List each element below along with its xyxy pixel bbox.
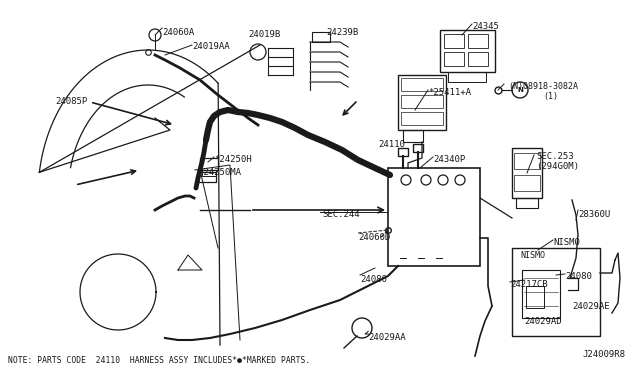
Text: 24029AD: 24029AD — [524, 317, 562, 326]
Text: SEC.253: SEC.253 — [536, 152, 573, 161]
Bar — [440, 30, 495, 72]
Text: 24110: 24110 — [378, 140, 405, 149]
Bar — [398, 75, 446, 130]
Text: 24340P: 24340P — [433, 155, 465, 164]
Text: 24085P: 24085P — [55, 97, 87, 106]
Text: 24019B: 24019B — [248, 30, 280, 39]
Text: NOTE: PARTS CODE  24110  HARNESS ASSY INCLUDES*●*MARKED PARTS.: NOTE: PARTS CODE 24110 HARNESS ASSY INCL… — [8, 356, 310, 365]
Text: 24060A: 24060A — [162, 28, 195, 37]
Bar — [444, 52, 464, 66]
Text: N: N — [517, 87, 523, 93]
Text: 24080: 24080 — [565, 272, 592, 281]
Bar — [401, 95, 443, 108]
Text: SEC.244: SEC.244 — [322, 210, 360, 219]
Bar — [202, 170, 216, 176]
Bar — [516, 198, 538, 208]
Bar — [401, 112, 443, 125]
Bar — [403, 130, 423, 142]
Text: *24250MA: *24250MA — [198, 168, 241, 177]
Text: NISMO: NISMO — [520, 251, 545, 260]
Text: 24239B: 24239B — [326, 28, 358, 37]
Bar — [514, 153, 540, 169]
Text: (1): (1) — [543, 92, 558, 101]
Text: 24080: 24080 — [360, 275, 387, 284]
Bar — [468, 52, 488, 66]
Text: 24019AA: 24019AA — [192, 42, 230, 51]
Bar — [468, 34, 488, 48]
Text: NISMO: NISMO — [553, 238, 580, 247]
Bar — [522, 270, 560, 318]
Text: *25411+A: *25411+A — [428, 88, 471, 97]
Text: 24217CB: 24217CB — [510, 280, 548, 289]
Bar — [512, 148, 542, 198]
Bar — [401, 78, 443, 91]
Bar — [200, 158, 218, 170]
Text: J24009R8: J24009R8 — [582, 350, 625, 359]
Bar — [198, 172, 216, 182]
Bar — [388, 168, 480, 266]
Text: 24029AA: 24029AA — [368, 333, 406, 342]
Bar — [312, 32, 330, 42]
Bar — [526, 286, 544, 308]
Bar — [444, 34, 464, 48]
Text: 24029AE: 24029AE — [572, 302, 610, 311]
Bar — [398, 148, 408, 156]
Bar — [413, 144, 423, 152]
Text: 24345: 24345 — [472, 22, 499, 31]
Text: *24250H: *24250H — [214, 155, 252, 164]
Text: (294G0M): (294G0M) — [536, 162, 579, 171]
Text: (N)08918-3082A: (N)08918-3082A — [508, 82, 578, 91]
Bar — [512, 248, 600, 336]
Text: 28360U: 28360U — [578, 210, 611, 219]
Text: 24060D: 24060D — [358, 233, 390, 242]
Bar — [448, 72, 486, 82]
Bar — [514, 175, 540, 191]
